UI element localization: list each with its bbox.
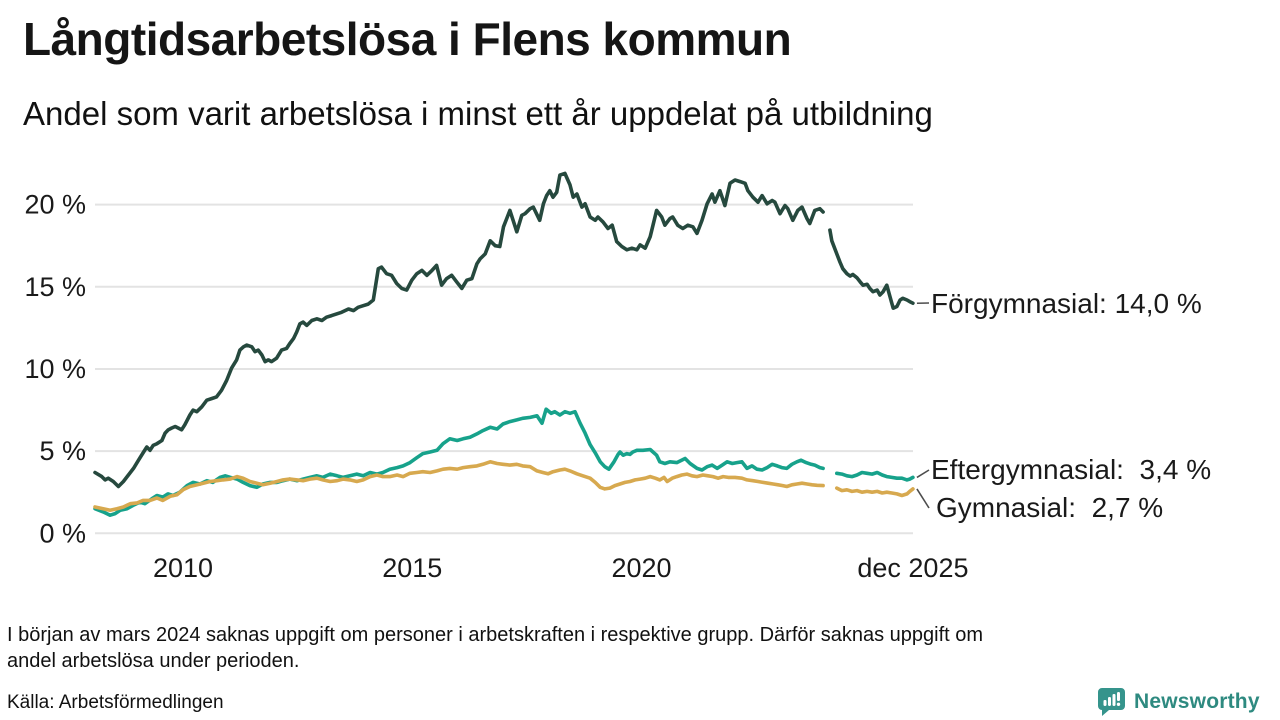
newsworthy-wordmark: Newsworthy — [1134, 689, 1260, 713]
page-title: Långtidsarbetslösa i Flens kommun — [23, 13, 792, 65]
label-leader-eftergymnasial — [916, 469, 930, 479]
source-note: Källa: Arbetsförmedlingen — [7, 692, 224, 713]
series-label-forgymnasial: Förgymnasial: 14,0 % — [931, 288, 1202, 319]
y-axis-tick-label: 0 % — [39, 518, 86, 548]
newsworthy-speech-bubble-chart-icon — [1098, 688, 1125, 716]
x-axis-tick-label: 2015 — [382, 553, 442, 583]
series-line-eftergymnasial — [93, 407, 915, 517]
footnote-line-1: I början av mars 2024 saknas uppgift om … — [7, 624, 984, 646]
footnote-line-2: andel arbetslösa under perioden. — [7, 650, 300, 672]
x-axis-tick-label: dec 2025 — [857, 553, 968, 583]
footnote: I början av mars 2024 saknas uppgift om … — [7, 622, 1263, 674]
page-subtitle: Andel som varit arbetslösa i minst ett å… — [23, 95, 933, 132]
y-axis-tick-label: 10 % — [24, 354, 86, 384]
y-axis-tick-label: 5 % — [39, 436, 86, 466]
newsworthy-branding: Newsworthy — [1096, 686, 1260, 717]
series-line-forgymnasial — [93, 171, 915, 489]
series-line-gymnasial — [93, 460, 915, 513]
series-label-eftergymnasial: Eftergymnasial: 3,4 % — [931, 454, 1212, 485]
x-axis-tick-label: 2010 — [153, 553, 213, 583]
series-label-gymnasial: Gymnasial: 2,7 % — [936, 492, 1164, 523]
label-leader-gymnasial — [916, 488, 930, 509]
y-axis-tick-label: 15 % — [24, 272, 86, 302]
x-axis-tick-label: 2020 — [611, 553, 671, 583]
y-axis-tick-label: 20 % — [24, 190, 86, 220]
